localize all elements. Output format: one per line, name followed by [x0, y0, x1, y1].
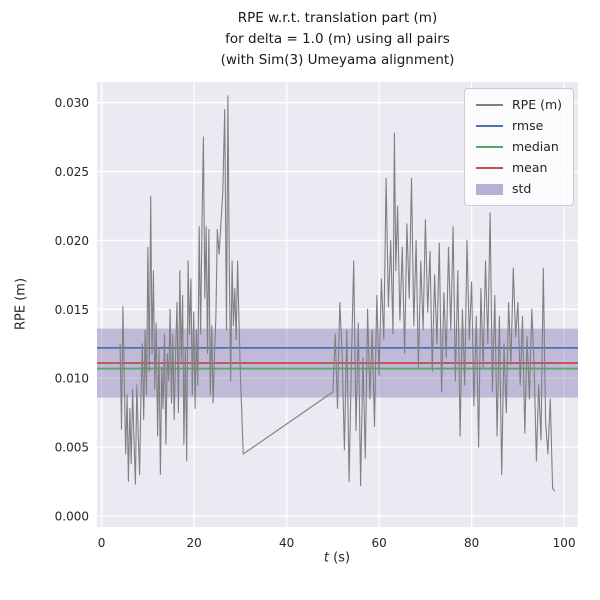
rpe-swatch	[475, 104, 503, 106]
legend-label-rpe: RPE (m)	[511, 97, 562, 112]
x-axis-label-unit: (s)	[329, 550, 351, 566]
legend-label-std: std	[511, 181, 532, 196]
chart-title-line-1: RPE w.r.t. translation part (m)	[237, 10, 438, 26]
y-axis-label: RPE (m)	[13, 277, 29, 331]
legend-item-rpe: RPE (m)	[475, 97, 562, 112]
legend-label-rmse: rmse	[511, 118, 544, 133]
y-tick-label: 0.005	[55, 441, 89, 455]
legend-item-rmse: rmse	[475, 118, 562, 133]
chart-title-line-2: for delta = 1.0 (m) using all pairs	[225, 31, 450, 47]
median-swatch	[475, 146, 503, 148]
x-tick-label: 60	[371, 536, 386, 550]
y-tick-label: 0.020	[55, 234, 89, 248]
x-axis-label-variable: t	[323, 550, 330, 566]
y-tick-label: 0.015	[55, 303, 89, 317]
rpe-series-line	[119, 95, 556, 492]
x-axis-label: t (s)	[324, 551, 350, 566]
y-tick-label: 0.025	[55, 165, 89, 179]
legend-item-std: std	[475, 181, 562, 196]
legend-item-mean: mean	[475, 160, 562, 175]
x-tick-label: 100	[553, 536, 576, 550]
x-tick-label: 40	[279, 536, 294, 550]
legend-label-mean: mean	[511, 160, 548, 175]
y-tick-label: 0.000	[55, 509, 89, 523]
chart-title-line-3: (with Sim(3) Umeyama alignment)	[220, 52, 455, 68]
x-tick-label: 20	[186, 536, 201, 550]
std-swatch	[475, 183, 503, 195]
x-tick-label: 0	[98, 536, 106, 550]
legend-label-median: median	[511, 139, 559, 154]
mean-swatch	[475, 167, 503, 169]
x-tick-label: 80	[464, 536, 479, 550]
y-tick-label: 0.030	[55, 96, 89, 110]
chart-title: RPE w.r.t. translation part (m) for delt…	[97, 8, 578, 71]
legend: RPE (m) rmse median mean std	[463, 88, 574, 206]
rmse-swatch	[475, 125, 503, 127]
legend-item-median: median	[475, 139, 562, 154]
y-tick-label: 0.010	[55, 372, 89, 386]
